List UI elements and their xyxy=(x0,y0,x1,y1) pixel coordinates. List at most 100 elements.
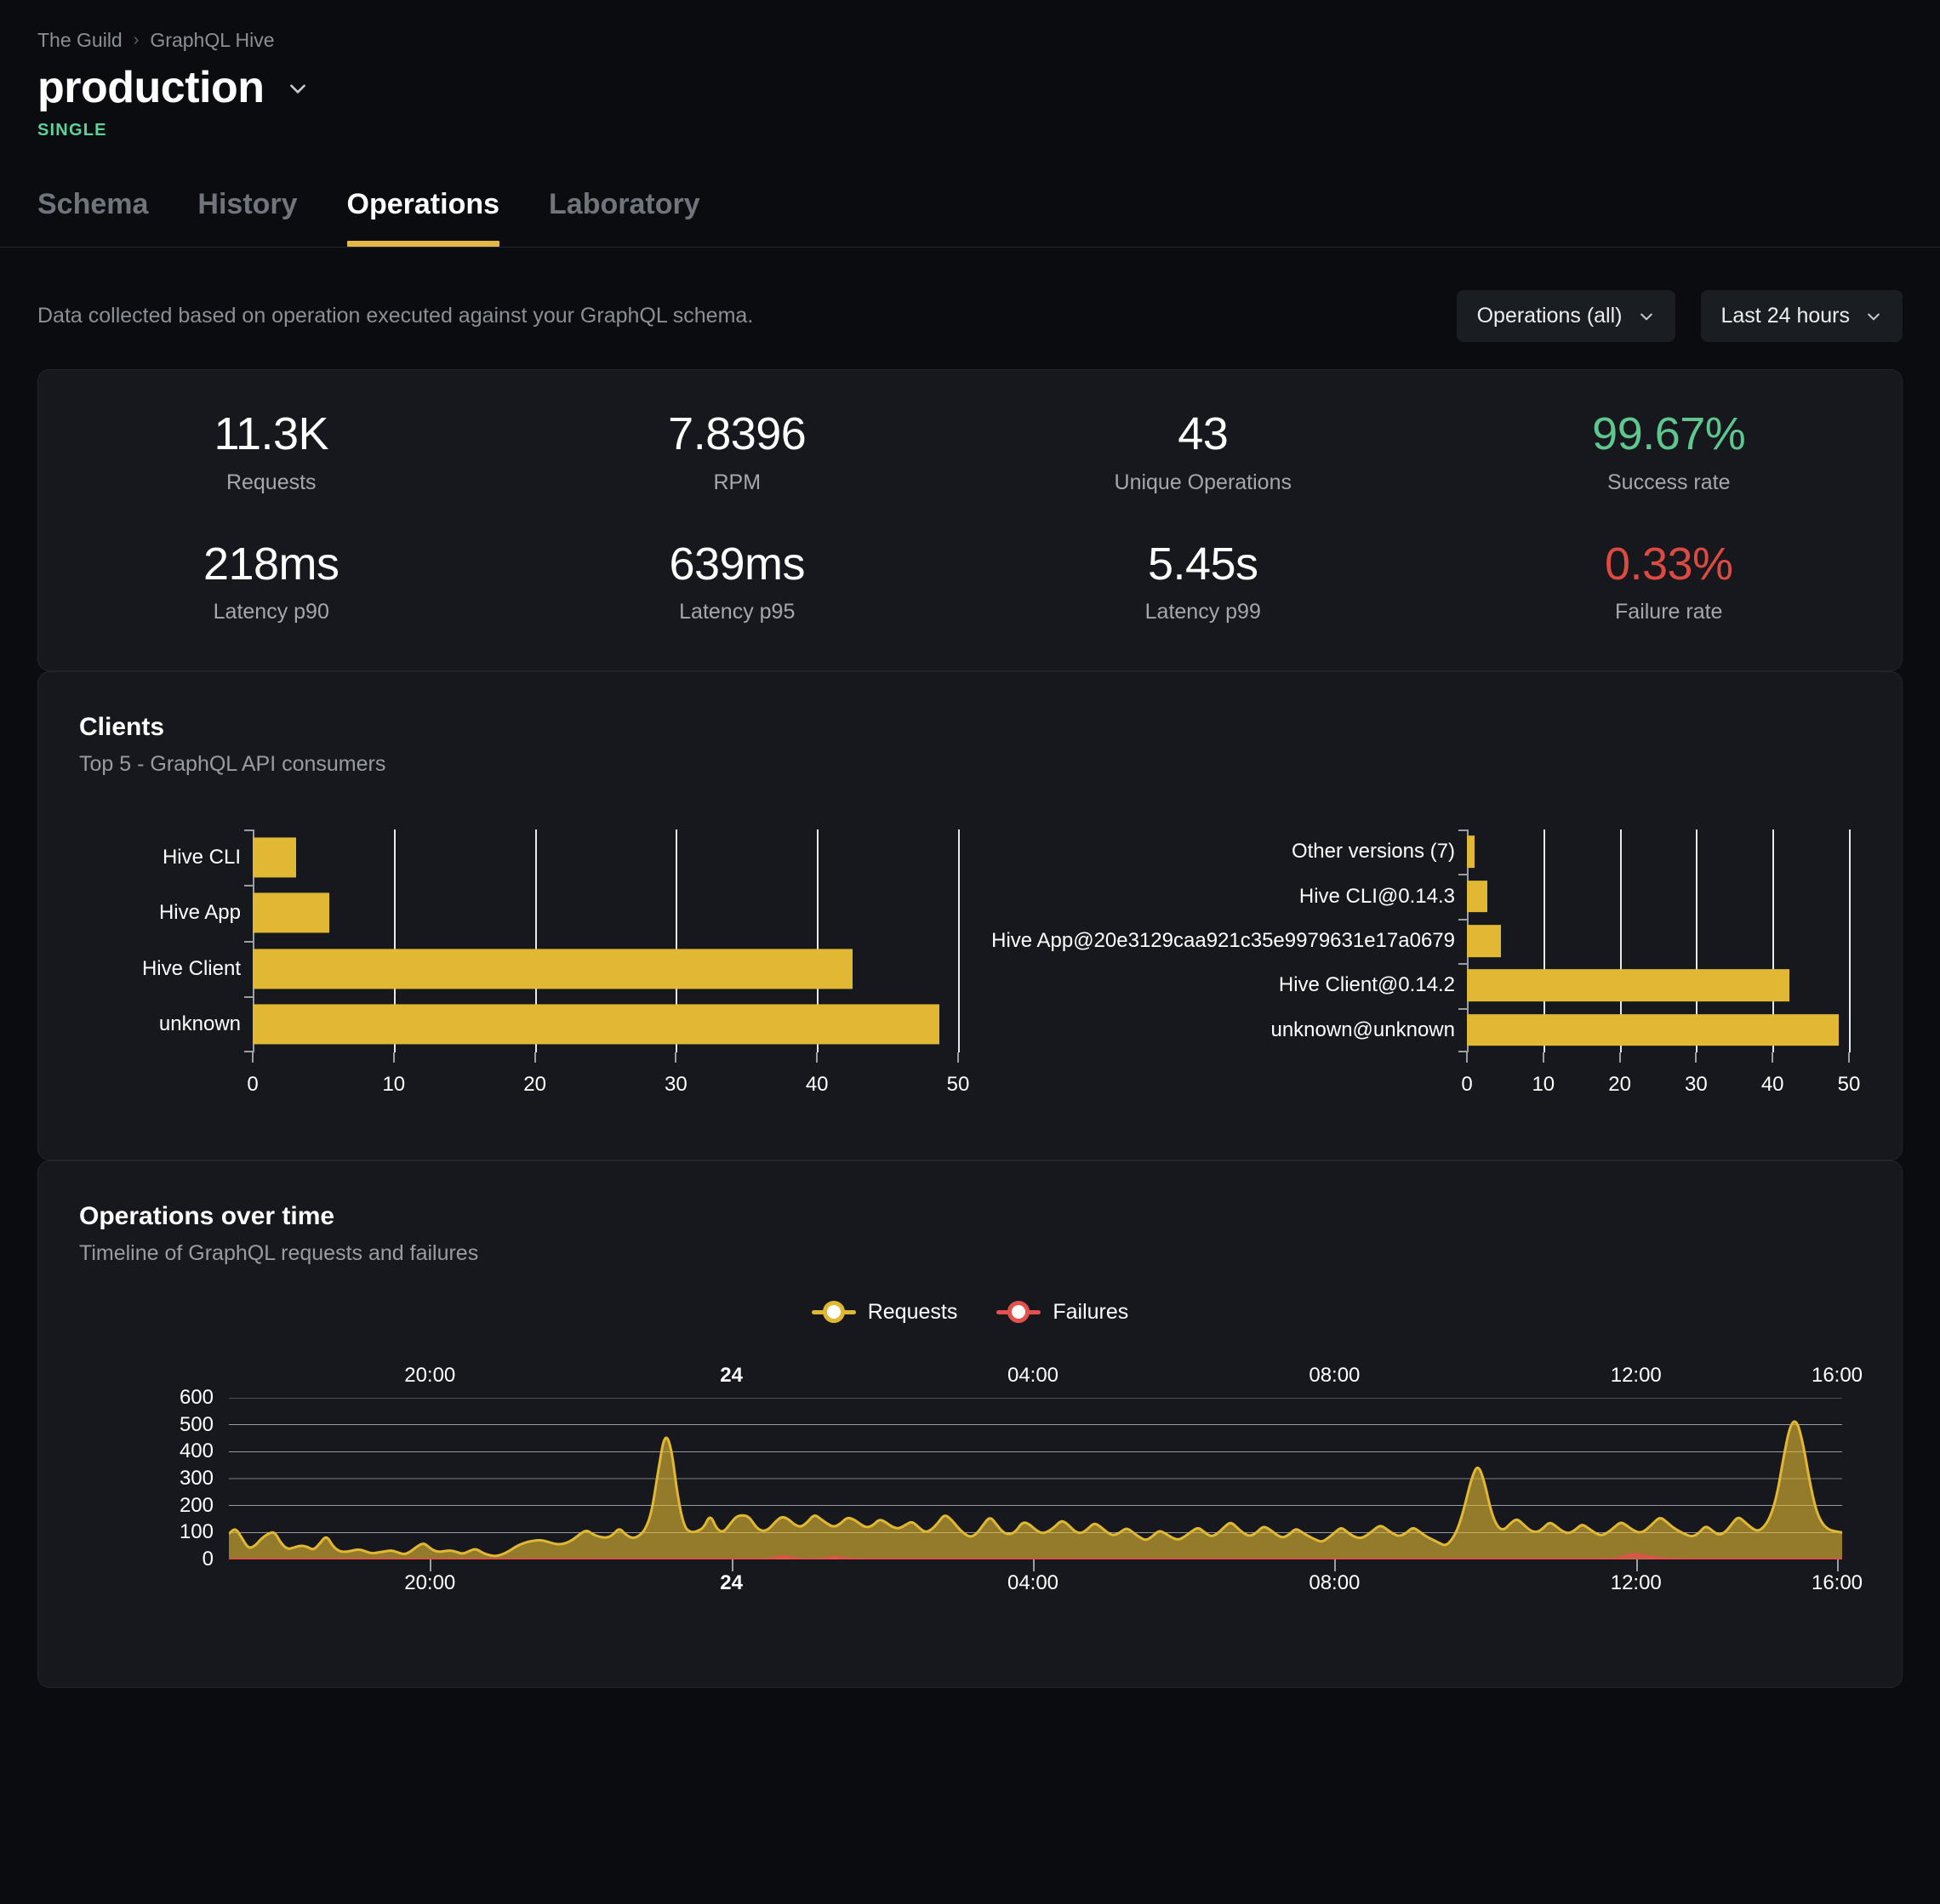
bar-chart-category-tick xyxy=(244,829,253,831)
bar-chart-row[interactable]: Hive CLI@0.14.3 xyxy=(970,874,1861,918)
bar-chart-x-tick-label: 50 xyxy=(946,1072,970,1096)
bar-chart-row[interactable]: Hive App@20e3129caa921c35e9979631e17a067… xyxy=(970,919,1861,963)
stat-latency-p95-label: Latency p95 xyxy=(679,599,796,624)
timeline-y-tick-label: 200 xyxy=(179,1493,214,1517)
timeline-x-tick-label: 20:00 xyxy=(404,1363,456,1387)
bar-chart-x-tick-label: 40 xyxy=(1760,1072,1784,1096)
bar-chart-gridline xyxy=(1696,829,1698,1052)
stat-unique-operations-label: Unique Operations xyxy=(1114,470,1292,494)
stat-failure-rate-label: Failure rate xyxy=(1615,599,1723,624)
stat-unique-operations-value: 43 xyxy=(1178,408,1229,460)
timeline-x-tick xyxy=(1334,1559,1337,1571)
bar-chart-category-label: Other versions (7) xyxy=(1291,840,1455,864)
bar-chart-plot: Other versions (7) Hive CLI@0.14.3 Hive Ap… xyxy=(970,829,1861,1052)
bar-chart-x-axis: 0 10 20 30 40 50 xyxy=(970,1052,1861,1112)
bar-chart-bar[interactable] xyxy=(1467,925,1502,957)
bar-chart-category-tick xyxy=(244,885,253,887)
bar-chart-gridline xyxy=(817,829,819,1052)
tab-laboratory[interactable]: Laboratory xyxy=(549,188,700,247)
bar-chart-x-tick-label: 10 xyxy=(382,1072,406,1096)
legend-marker-requests-icon xyxy=(811,1301,856,1324)
timeline-x-tick-label: 16:00 xyxy=(1811,1363,1863,1387)
stat-rpm-label: RPM xyxy=(713,470,762,494)
chevron-down-icon xyxy=(1640,313,1652,321)
bar-chart-row[interactable]: Hive CLI xyxy=(79,829,970,886)
bar-chart-category-label: Hive Client xyxy=(141,956,241,980)
client-versions-bar-chart: Other versions (7) Hive CLI@0.14.3 Hive Ap… xyxy=(970,829,1861,1112)
status-badge: SINGLE xyxy=(37,121,107,140)
tab-operations[interactable]: Operations xyxy=(346,188,500,248)
bar-chart-x-tick-label: 0 xyxy=(247,1072,259,1096)
filters-toolbar: Data collected based on operation execut… xyxy=(0,248,1940,343)
stat-latency-p99-value: 5.45s xyxy=(1147,538,1258,590)
timeline-series-area xyxy=(229,1398,1842,1559)
timeline-x-tick xyxy=(1033,1559,1035,1571)
tab-history[interactable]: History xyxy=(197,188,297,247)
chevron-down-icon xyxy=(1868,313,1880,321)
bar-chart-x-tick-label: 30 xyxy=(1685,1072,1708,1096)
stat-rpm: 7.8396 RPM xyxy=(505,408,971,494)
timeline-y-tick-label: 400 xyxy=(179,1439,214,1463)
bar-chart-category-label: Hive App@20e3129caa921c35e9979631e17a067… xyxy=(991,928,1455,952)
stat-failure-rate-value: 0.33% xyxy=(1604,538,1733,590)
bar-chart-bar[interactable] xyxy=(253,837,297,878)
period-filter-select[interactable]: Last 24 hours xyxy=(1700,290,1903,343)
stat-success-rate-value: 99.67% xyxy=(1592,408,1746,460)
bar-chart-x-tick xyxy=(1695,1052,1698,1063)
stat-latency-p90-label: Latency p90 xyxy=(213,599,329,624)
timeline-x-tick-label: 20:00 xyxy=(404,1571,456,1594)
timeline-x-tick-label: 04:00 xyxy=(1007,1363,1059,1387)
breadcrumb-org[interactable]: The Guild xyxy=(37,29,123,51)
clients-card: Clients Top 5 - GraphQL API consumers Hi… xyxy=(37,670,1903,1160)
bar-chart-x-tick-label: 40 xyxy=(805,1072,829,1096)
bar-chart-x-tick xyxy=(1466,1052,1468,1063)
bar-chart-category-tick xyxy=(1458,1007,1467,1010)
stat-failure-rate: 0.33% Failure rate xyxy=(1436,539,1903,624)
timeline-y-tick-label: 100 xyxy=(179,1520,214,1544)
bar-chart-x-tick xyxy=(252,1052,254,1063)
legend-item-failures[interactable]: Failures xyxy=(996,1300,1128,1325)
timeline-y-tick-label: 0 xyxy=(202,1547,214,1571)
bar-chart-axis xyxy=(253,829,254,1052)
legend-item-requests[interactable]: Requests xyxy=(811,1300,957,1325)
bar-chart-bar[interactable] xyxy=(1467,1013,1840,1046)
timeline-x-tick-label: 08:00 xyxy=(1309,1571,1361,1594)
tab-schema[interactable]: Schema xyxy=(37,188,148,247)
timeline-x-tick-label: 24 xyxy=(720,1571,743,1594)
bar-chart-gridline xyxy=(1619,829,1622,1052)
stat-latency-p95-value: 639ms xyxy=(669,538,806,590)
bar-chart-row[interactable]: Hive Client xyxy=(79,941,970,997)
bar-chart-category-label: Hive CLI xyxy=(162,845,241,869)
bar-chart-row[interactable]: unknown@unknown xyxy=(970,1008,1861,1052)
timeline-x-tick-label: 12:00 xyxy=(1610,1571,1662,1594)
chevron-down-icon[interactable] xyxy=(287,77,309,100)
stats-grid: 11.3K Requests 7.8396 RPM 43 Unique Oper… xyxy=(38,408,1903,624)
bar-chart-x-tick-label: 50 xyxy=(1837,1072,1861,1096)
timeline-plot: 0 100 200 300 400 500 600 xyxy=(79,1386,1861,1571)
bar-chart-row[interactable]: Hive Client@0.14.2 xyxy=(970,963,1861,1007)
bar-chart-bar[interactable] xyxy=(1467,880,1488,913)
clients-subtitle: Top 5 - GraphQL API consumers xyxy=(79,751,386,776)
bar-chart-bar[interactable] xyxy=(253,949,853,989)
bar-chart-category-tick xyxy=(1458,1050,1467,1052)
bar-chart-bar[interactable] xyxy=(1467,835,1475,869)
bar-chart-x-tick-label: 0 xyxy=(1461,1072,1473,1096)
bar-chart-bar[interactable] xyxy=(1467,969,1789,1002)
stat-success-rate: 99.67% Success rate xyxy=(1436,408,1903,494)
bar-chart-row[interactable]: Other versions (7) xyxy=(970,829,1861,874)
bar-chart-row[interactable]: Hive App xyxy=(79,885,970,941)
bar-chart-x-tick xyxy=(957,1052,959,1063)
bar-chart-bar[interactable] xyxy=(253,1004,940,1045)
bar-chart-category-tick xyxy=(244,940,253,943)
bar-chart-x-axis: 0 10 20 30 40 50 xyxy=(79,1052,970,1112)
timeline-x-tick-label: 12:00 xyxy=(1610,1363,1662,1387)
bar-chart-gridline xyxy=(1543,829,1545,1052)
timeline-y-tick-label: 300 xyxy=(179,1466,214,1490)
breadcrumb-separator-icon: › xyxy=(133,31,140,49)
operations-timeline-chart: 20:00 24 04:00 08:00 12:00 16:00 0 100 200 300 40… xyxy=(79,1363,1863,1628)
bar-chart-bar[interactable] xyxy=(253,892,329,933)
bar-chart-row[interactable]: unknown xyxy=(79,996,970,1052)
stat-requests-label: Requests xyxy=(225,470,317,494)
breadcrumb-project[interactable]: GraphQL Hive xyxy=(150,29,275,51)
operations-filter-select[interactable]: Operations (all) xyxy=(1456,290,1675,343)
